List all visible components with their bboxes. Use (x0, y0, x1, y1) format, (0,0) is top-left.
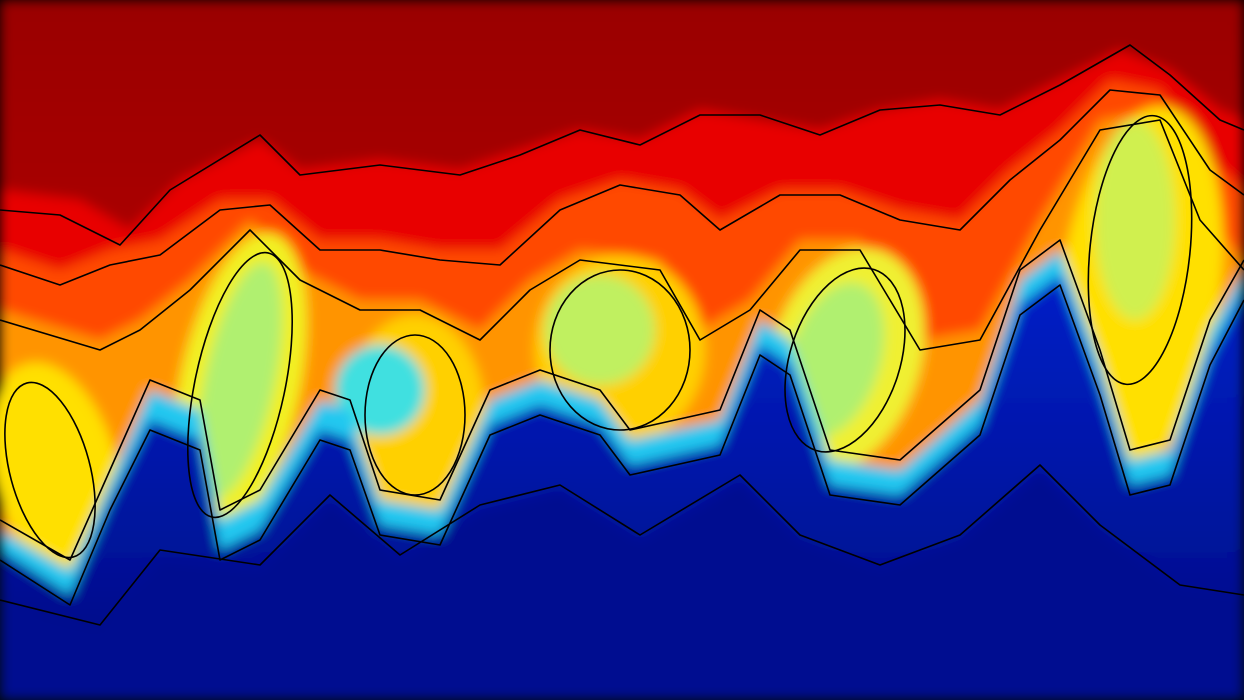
contour-line (4, 381, 96, 559)
green-core (545, 275, 655, 385)
contour-line (0, 464, 1244, 626)
contour-lines (0, 44, 1244, 626)
contour-line (784, 267, 906, 453)
contour-line (0, 284, 1244, 606)
green-core (785, 282, 885, 438)
contour-line (0, 44, 1244, 246)
contour-line (364, 334, 466, 496)
green-core (197, 262, 283, 498)
contour-line (1087, 114, 1193, 386)
contour-line (0, 119, 1244, 351)
dark-blue-band (0, 470, 1244, 700)
contour-line (0, 239, 1244, 561)
contour-line (0, 89, 1244, 286)
green-core (1095, 120, 1175, 320)
contour-line (549, 269, 691, 431)
contour-line (186, 251, 294, 519)
cyan-core (335, 345, 425, 435)
yellow-blob (0, 362, 122, 578)
